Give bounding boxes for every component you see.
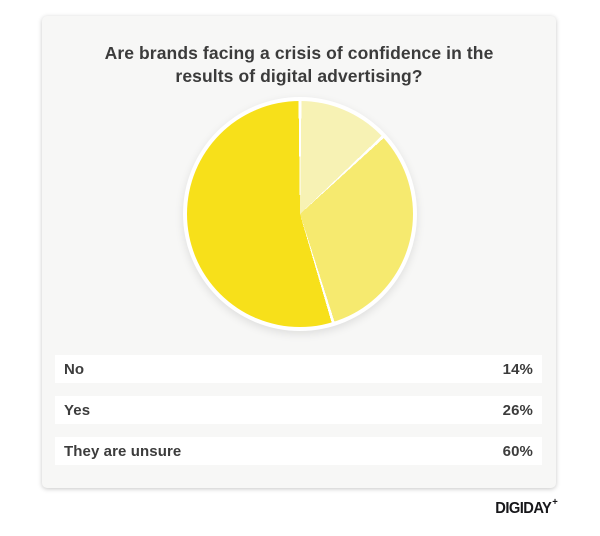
legend-label: No [64, 360, 85, 378]
legend: No 14% Yes 26% They are unsure 60% [42, 16, 556, 488]
legend-value: 26% [502, 401, 533, 419]
legend-label: Yes [64, 401, 91, 419]
chart-card: Are brands facing a crisis of confidence… [42, 16, 556, 488]
plus-icon: + [552, 497, 558, 508]
pie-circle [187, 101, 413, 327]
legend-row-unsure: They are unsure 60% [55, 437, 542, 465]
legend-value: 60% [502, 442, 533, 460]
legend-value: 14% [502, 360, 533, 378]
legend-label: They are unsure [64, 442, 182, 460]
legend-row-yes: Yes 26% [55, 396, 542, 424]
digiday-logo: DIGIDAY+ [495, 497, 558, 518]
digiday-wordmark: DIGIDAY [495, 500, 552, 517]
pie-chart [183, 97, 417, 331]
legend-row-no: No 14% [55, 355, 542, 383]
chart-title: Are brands facing a crisis of confidence… [104, 43, 494, 87]
